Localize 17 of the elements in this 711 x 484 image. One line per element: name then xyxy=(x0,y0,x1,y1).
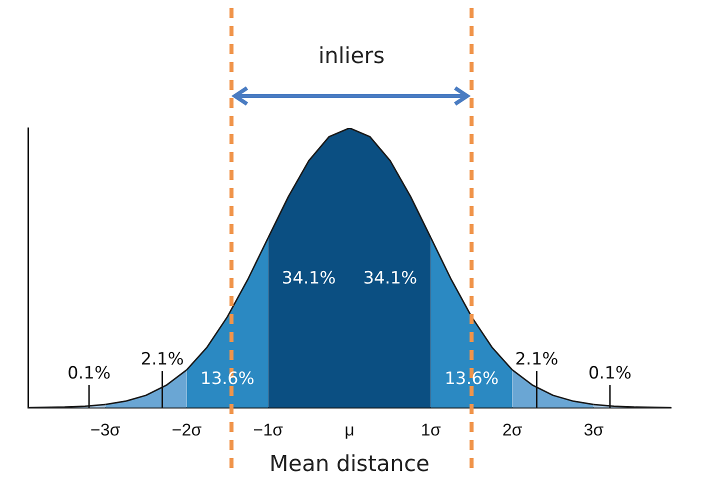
text: Mean distance xyxy=(269,452,430,477)
annotation: 13.6% xyxy=(200,369,254,390)
x-tick-label: 1σ xyxy=(420,420,442,440)
annotation: 2.1% xyxy=(140,349,184,370)
annotation: 0.1% xyxy=(588,363,632,384)
annotation: 0.1% xyxy=(67,363,111,384)
annotation: 34.1% xyxy=(363,268,418,288)
x-tick-label: μ xyxy=(344,420,354,440)
x-tick-label: 2σ xyxy=(502,420,523,440)
x-tick-label: −3σ xyxy=(90,420,121,440)
x-tick-label: −2σ xyxy=(172,420,202,440)
x-tick-label: 3σ xyxy=(584,420,604,440)
annotation: 13.6% xyxy=(444,369,499,390)
annotation: 34.1% xyxy=(282,268,336,288)
text: inliers xyxy=(318,44,385,69)
annotation: 2.1% xyxy=(515,349,558,370)
x-tick-label: −1σ xyxy=(253,420,284,440)
